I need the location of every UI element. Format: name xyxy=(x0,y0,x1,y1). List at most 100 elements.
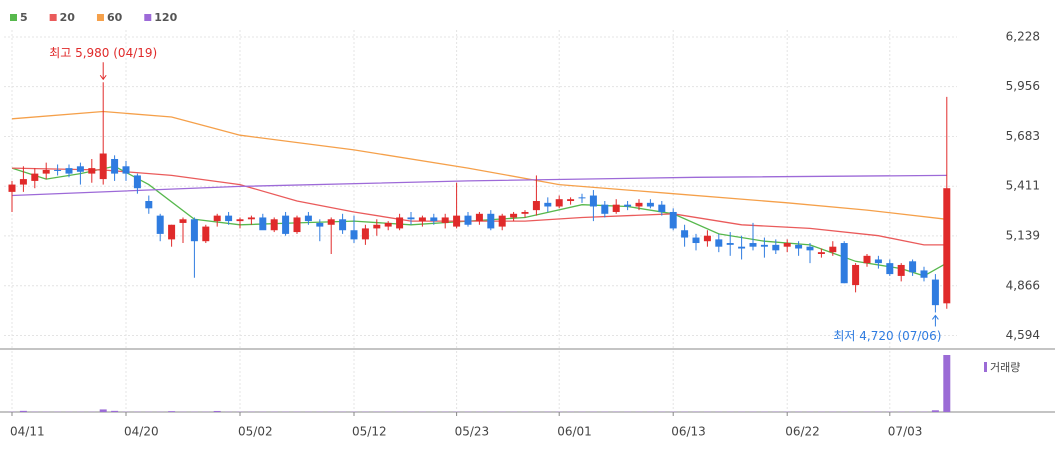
candle-body xyxy=(886,263,894,275)
candle-body xyxy=(601,204,609,214)
candle-body xyxy=(612,204,620,212)
candle-body xyxy=(863,255,871,264)
candle-body xyxy=(783,243,791,247)
candle-body xyxy=(669,211,677,229)
ma-line xyxy=(11,167,947,246)
y-tick-label: 5,956 xyxy=(1006,79,1040,93)
candle-body xyxy=(715,239,723,247)
legend-label: 20 xyxy=(60,11,76,24)
candle-body xyxy=(213,215,221,222)
candle-body xyxy=(646,202,654,207)
candle-body xyxy=(532,201,540,211)
candle-body xyxy=(190,219,198,242)
y-tick-label: 5,683 xyxy=(1006,129,1040,143)
volume-bar xyxy=(931,410,939,412)
candle-body xyxy=(567,199,575,202)
candle-body xyxy=(384,222,392,227)
candle-body xyxy=(897,264,905,276)
candle-body xyxy=(738,246,746,249)
candle-body xyxy=(361,228,369,240)
candle-body xyxy=(943,188,951,304)
candle-body xyxy=(874,259,882,264)
candle-body xyxy=(589,195,597,207)
volume-bar xyxy=(943,355,951,412)
candle-body xyxy=(772,244,780,251)
candle-body xyxy=(31,173,39,181)
candle-body xyxy=(99,153,107,180)
ma-line xyxy=(11,110,947,220)
y-tick-label: 4,866 xyxy=(1006,278,1040,292)
candle-body xyxy=(396,217,404,229)
candle-body xyxy=(487,213,495,229)
x-tick-label: 04/11 xyxy=(10,425,45,439)
candle-body xyxy=(817,252,825,254)
candle-body xyxy=(829,246,837,253)
candle-body xyxy=(225,215,233,222)
candle-body xyxy=(658,204,666,212)
candle-body xyxy=(852,264,860,286)
candle-body xyxy=(304,215,312,222)
candle-body xyxy=(8,184,16,192)
legend-swatch xyxy=(984,362,987,372)
volume-bar xyxy=(19,410,27,412)
candle-body xyxy=(259,217,267,231)
y-tick-label: 6,228 xyxy=(1006,29,1040,43)
candle-body xyxy=(339,219,347,231)
candle-body xyxy=(510,213,518,218)
candle-body xyxy=(293,217,301,233)
y-tick-label: 5,411 xyxy=(1006,179,1040,193)
candle-body xyxy=(555,199,563,207)
candle-body xyxy=(76,166,84,172)
annotation-arrowhead xyxy=(932,314,939,320)
candle-body xyxy=(168,224,176,240)
volume-bar xyxy=(168,411,176,412)
candle-body xyxy=(441,217,449,223)
candle-body xyxy=(111,158,119,174)
candle-body xyxy=(247,217,255,220)
candle-body xyxy=(453,215,461,227)
candle-body xyxy=(692,237,700,244)
candle-body xyxy=(65,168,73,174)
legend-swatch xyxy=(144,14,152,21)
candle-body xyxy=(282,215,290,234)
candle-body xyxy=(133,175,141,189)
candle-body xyxy=(54,169,62,171)
candle-body xyxy=(88,168,96,174)
candle-body xyxy=(430,217,438,222)
candle-body xyxy=(270,219,278,231)
candle-body xyxy=(407,217,415,220)
candle-body xyxy=(749,243,757,247)
candle-body xyxy=(42,169,50,174)
candle-body xyxy=(202,226,210,242)
candle-body xyxy=(327,219,335,225)
candle-body xyxy=(418,217,426,222)
legend-swatch xyxy=(96,14,104,21)
candle-body xyxy=(179,219,187,223)
y-tick-label: 5,139 xyxy=(1006,228,1040,242)
candle-body xyxy=(122,166,130,174)
x-tick-label: 06/22 xyxy=(785,425,820,439)
candle-body xyxy=(635,202,643,207)
candle-body xyxy=(703,235,711,242)
candle-body xyxy=(373,224,381,229)
candle-body xyxy=(145,201,153,209)
legend-swatch xyxy=(49,14,57,21)
annotation: 최고 5,980 (04/19) xyxy=(49,46,157,60)
candle-body xyxy=(236,219,244,222)
candle-body xyxy=(726,243,734,245)
candle-body xyxy=(578,197,586,199)
legend-swatch xyxy=(10,14,17,21)
volume-bar xyxy=(213,410,221,412)
annotation: 최저 4,720 (07/06) xyxy=(833,329,941,343)
ma-line xyxy=(11,174,947,197)
candle-body xyxy=(156,215,164,234)
candle-body xyxy=(475,213,483,222)
legend-label: 120 xyxy=(154,11,177,24)
candle-body xyxy=(795,244,803,249)
candle-body xyxy=(806,246,814,251)
legend-label: 60 xyxy=(107,11,123,24)
candle-body xyxy=(840,243,848,284)
candle-body xyxy=(760,244,768,247)
volume-bar xyxy=(99,409,107,412)
